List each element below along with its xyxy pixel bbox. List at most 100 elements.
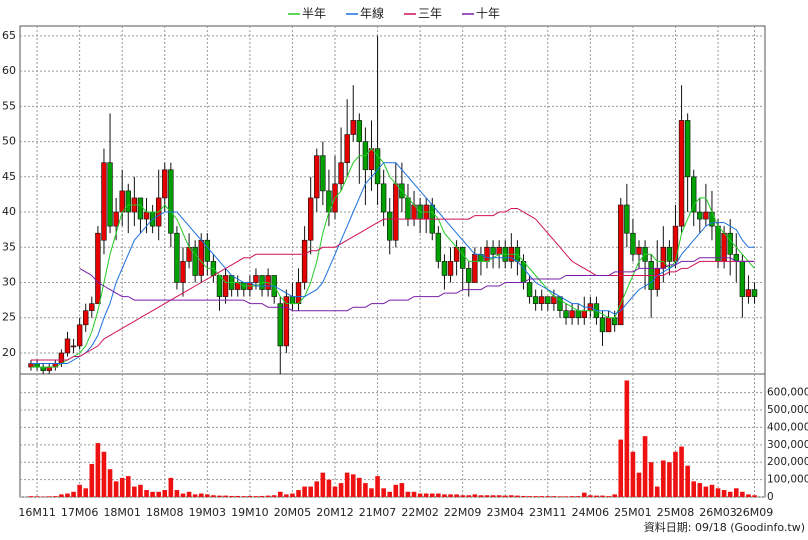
volume-bar (107, 469, 113, 497)
volume-bar (28, 496, 34, 497)
candle-body (697, 211, 703, 220)
candle-body (691, 176, 697, 213)
volume-bar (606, 496, 611, 497)
candle-body (301, 239, 308, 283)
volume-bar (89, 463, 95, 497)
candle-body (338, 162, 344, 185)
volume-bar (235, 495, 241, 497)
candle-body (76, 324, 83, 347)
volume-bar (454, 494, 459, 497)
candle-body (490, 246, 496, 255)
volume-bar (545, 496, 551, 497)
volume-bar (271, 495, 277, 497)
legend-label: 半年 (302, 7, 326, 21)
volume-bar (490, 495, 496, 497)
candle-body (539, 296, 545, 304)
volume-bar (533, 496, 538, 497)
y2-tick-label: 200,000 (767, 456, 808, 468)
candle-body (618, 204, 624, 326)
candle-body (168, 169, 174, 234)
volume-bar (600, 495, 605, 497)
volume-bar (539, 496, 545, 497)
candle-body (654, 268, 660, 290)
volume-bar (557, 496, 563, 497)
volume-bar (205, 494, 210, 497)
candle-body (387, 211, 393, 241)
candle-body (459, 246, 466, 269)
y-tick-label: 50 (2, 135, 16, 148)
volume-bar (405, 491, 411, 497)
x-tick-label: 24M06 (572, 506, 610, 519)
candle-body (563, 310, 569, 319)
candle-body (95, 232, 101, 304)
volume-bar (357, 477, 362, 497)
legend-label: 年線 (360, 6, 384, 21)
x-tick-label: 19M10 (231, 506, 269, 519)
candle-body (344, 134, 350, 164)
volume-bar (101, 451, 107, 497)
x-tick-label: 26M03 (699, 506, 737, 519)
candle-body (435, 232, 442, 262)
volume-bar (746, 494, 751, 497)
volume-bar (624, 380, 630, 497)
volume-bar (314, 481, 320, 497)
volume-bar (302, 486, 307, 497)
volume-bar (612, 494, 617, 497)
volume-bar (369, 488, 374, 497)
x-tick-label: 20M05 (274, 506, 312, 519)
volume-bar (588, 495, 593, 497)
candle-body (204, 239, 211, 262)
volume-bar (168, 477, 174, 497)
candle-body (374, 148, 381, 185)
volume-bar (277, 491, 283, 497)
volume-bar (661, 460, 666, 497)
volume-bar (34, 496, 40, 497)
plot-frame (19, 25, 766, 498)
volume-bar (509, 495, 514, 497)
volume-bar (381, 488, 386, 497)
ma-line (79, 257, 755, 312)
y-tick-label: 55 (2, 99, 16, 112)
y-tick-label: 65 (2, 29, 16, 42)
volume-bar (460, 495, 465, 497)
candle-body (283, 296, 290, 347)
volume-bar (156, 491, 161, 497)
volume-bar (697, 483, 703, 497)
volume-bar (211, 495, 216, 497)
volume-bar (685, 465, 690, 497)
volume-bar (162, 490, 168, 497)
volume-bar (229, 495, 234, 497)
candle-body (320, 155, 326, 192)
candle-body (28, 363, 34, 368)
y2-tick-label: 100,000 (767, 474, 808, 486)
y2-tick-label: 600,000 (767, 387, 808, 399)
candle-body (64, 338, 71, 354)
volume-bar (259, 495, 265, 497)
ma-line (31, 147, 755, 368)
volume-bar (77, 484, 82, 497)
volume-bar (253, 496, 259, 497)
candle-body (739, 261, 746, 297)
candle-body (703, 211, 709, 220)
candle-body (307, 197, 314, 241)
y-tick-label: 40 (2, 205, 16, 218)
volume-bar (186, 491, 192, 497)
y-tick-label: 60 (2, 64, 16, 77)
candle-body (575, 310, 581, 319)
candle-body (447, 261, 454, 276)
volume-bar (752, 495, 757, 497)
volume-bar (442, 494, 447, 497)
volume-bar (241, 496, 247, 497)
volume-bar (502, 495, 508, 497)
volume-bar (53, 496, 58, 497)
candle-body (727, 232, 733, 255)
candle-body (137, 197, 144, 220)
volume-bar (636, 472, 642, 497)
candle-body (678, 120, 685, 227)
volume-bar (478, 495, 484, 497)
volume-bar (569, 496, 575, 497)
candle-body (569, 310, 575, 319)
y2-tick-label: 500,000 (767, 404, 808, 416)
volume-bar (46, 496, 52, 497)
candle-body (721, 232, 727, 262)
